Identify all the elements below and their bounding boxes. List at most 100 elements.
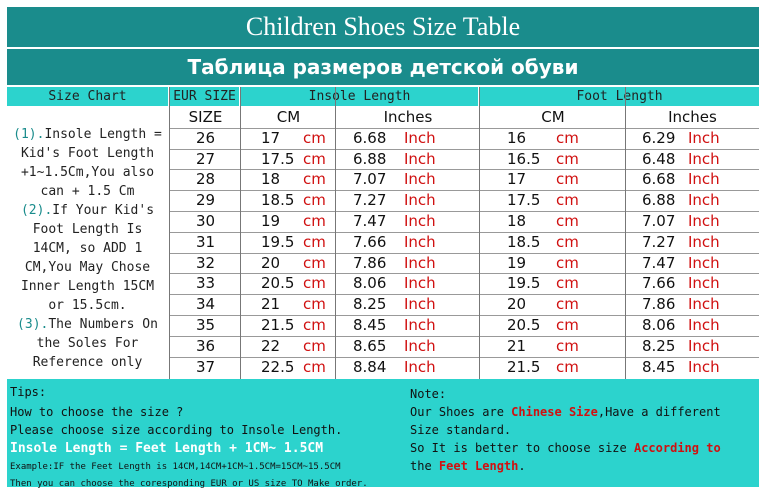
note-text: or 15.5cm. bbox=[48, 298, 127, 313]
column-divider bbox=[479, 87, 480, 379]
row-insole-inch-unit: Inch bbox=[404, 170, 436, 189]
row-size: 36 bbox=[195, 336, 216, 355]
note-line-4: the Feet Length. bbox=[410, 459, 526, 473]
size-chart-note-line: (1).Insole Length = bbox=[7, 125, 168, 144]
row-foot-inches: 6.68 bbox=[642, 170, 676, 189]
row-divider bbox=[170, 149, 759, 150]
row-insole-inches: 6.68 bbox=[353, 128, 387, 147]
size-chart-note-line: the Soles For bbox=[7, 334, 168, 353]
row-foot-inches: 7.66 bbox=[642, 274, 676, 293]
row-foot-inches: 7.27 bbox=[642, 232, 676, 251]
row-insole-inch-unit: Inch bbox=[404, 357, 436, 376]
row-foot-cm-unit: cm bbox=[556, 253, 579, 272]
header-insole-length: Insole Length bbox=[241, 87, 478, 106]
row-insole-inch-unit: Inch bbox=[404, 232, 436, 251]
note-line-2: Size standard. bbox=[410, 423, 512, 437]
subheader-insole-inches: Inches bbox=[383, 108, 433, 126]
row-foot-cm-unit: cm bbox=[556, 336, 579, 355]
row-foot-cm-unit: cm bbox=[556, 274, 579, 293]
row-foot-inch-unit: Inch bbox=[688, 274, 720, 293]
row-insole-inches: 8.25 bbox=[353, 295, 387, 314]
row-foot-cm: 18.5 bbox=[507, 232, 541, 251]
note-text: Kid's Foot Length bbox=[20, 146, 155, 161]
tips-formula: Insole Length = Feet Length + 1CM~ 1.5CM bbox=[10, 441, 324, 456]
row-insole-inches: 7.66 bbox=[353, 232, 387, 251]
note-number: (1). bbox=[13, 127, 45, 142]
row-insole-inches: 7.47 bbox=[353, 212, 387, 230]
note-text: CM,You May Chose bbox=[24, 260, 151, 275]
row-divider bbox=[170, 315, 759, 316]
row-insole-inch-unit: Inch bbox=[404, 149, 436, 168]
page-subtitle: Таблица размеров детской обуви bbox=[7, 49, 759, 85]
row-foot-cm: 19 bbox=[507, 253, 527, 272]
size-chart-note-line: Reference only bbox=[7, 353, 168, 372]
row-divider bbox=[170, 253, 759, 254]
row-foot-inch-unit: Inch bbox=[688, 316, 720, 334]
subheader-size: SIZE bbox=[188, 108, 223, 126]
row-foot-inches: 7.07 bbox=[642, 212, 676, 230]
tips-heading: Tips: bbox=[10, 385, 47, 399]
note-text: Insole Length = bbox=[44, 127, 162, 142]
row-insole-inches: 8.45 bbox=[353, 316, 387, 334]
row-insole-cm: 19.5 bbox=[261, 232, 295, 251]
row-foot-cm-unit: cm bbox=[556, 170, 579, 189]
row-foot-cm-unit: cm bbox=[556, 128, 579, 147]
row-foot-inches: 6.48 bbox=[642, 149, 676, 168]
row-foot-cm: 19.5 bbox=[507, 274, 541, 293]
row-size: 32 bbox=[195, 253, 216, 272]
row-insole-inch-unit: Inch bbox=[404, 128, 436, 147]
row-size: 35 bbox=[195, 316, 216, 334]
row-divider bbox=[170, 273, 759, 274]
row-foot-cm: 21 bbox=[507, 336, 527, 355]
row-foot-inch-unit: Inch bbox=[688, 232, 720, 251]
row-foot-inches: 8.45 bbox=[642, 357, 676, 376]
row-insole-cm: 21.5 bbox=[261, 316, 295, 334]
row-insole-cm: 21 bbox=[261, 295, 281, 314]
row-size: 27 bbox=[195, 149, 216, 168]
row-insole-cm-unit: cm bbox=[303, 253, 326, 272]
row-insole-cm: 20.5 bbox=[261, 274, 295, 293]
row-insole-cm-unit: cm bbox=[303, 170, 326, 189]
row-insole-inch-unit: Inch bbox=[404, 316, 436, 334]
row-insole-cm: 18.5 bbox=[261, 191, 295, 210]
row-insole-inch-unit: Inch bbox=[404, 336, 436, 355]
row-insole-cm: 17.5 bbox=[261, 149, 295, 168]
row-insole-inches: 6.88 bbox=[353, 149, 387, 168]
row-foot-inch-unit: Inch bbox=[688, 149, 720, 168]
row-foot-inches: 7.86 bbox=[642, 295, 676, 314]
row-insole-cm-unit: cm bbox=[303, 149, 326, 168]
row-insole-inch-unit: Inch bbox=[404, 191, 436, 210]
column-divider bbox=[625, 87, 626, 379]
row-foot-inches: 6.88 bbox=[642, 191, 676, 210]
size-chart-note-line: (2).If Your Kid's bbox=[7, 201, 168, 220]
row-size: 33 bbox=[195, 274, 216, 293]
subheader-foot-inches: Inches bbox=[668, 108, 717, 126]
row-insole-cm: 20 bbox=[261, 253, 281, 272]
size-chart-note-line: +1~1.5Cm,You also bbox=[7, 163, 168, 182]
row-divider bbox=[170, 232, 759, 233]
row-divider bbox=[170, 211, 759, 212]
row-size: 31 bbox=[195, 232, 216, 251]
note-line-1: Our Shoes are Chinese Size,Have a differ… bbox=[410, 405, 721, 419]
note-text: the Soles For bbox=[36, 336, 139, 351]
tips-example: Example:IF the Feet Length is 14CM,14CM+… bbox=[10, 462, 341, 472]
row-size: 26 bbox=[195, 128, 216, 147]
row-foot-cm: 21.5 bbox=[507, 357, 541, 376]
row-foot-cm: 16.5 bbox=[507, 149, 541, 168]
subheader-insole-cm: CM bbox=[276, 108, 301, 126]
header-size-chart: Size Chart bbox=[7, 87, 168, 106]
note-number: (2). bbox=[20, 203, 53, 218]
tips-line-2: Please choose size according to Insole L… bbox=[10, 423, 343, 437]
row-foot-inch-unit: Inch bbox=[688, 128, 720, 147]
row-insole-cm: 22.5 bbox=[261, 357, 295, 376]
column-divider bbox=[335, 87, 336, 379]
row-insole-cm-unit: cm bbox=[303, 212, 326, 230]
row-foot-inches: 8.06 bbox=[642, 316, 676, 334]
row-insole-cm: 18 bbox=[261, 170, 281, 189]
row-divider bbox=[170, 169, 759, 170]
note-line-3: So It is better to choose size According… bbox=[410, 441, 721, 455]
row-insole-inch-unit: Inch bbox=[404, 295, 436, 314]
size-chart-note-line: Kid's Foot Length bbox=[7, 144, 168, 163]
row-size: 30 bbox=[195, 212, 216, 230]
row-insole-inch-unit: Inch bbox=[404, 212, 436, 230]
